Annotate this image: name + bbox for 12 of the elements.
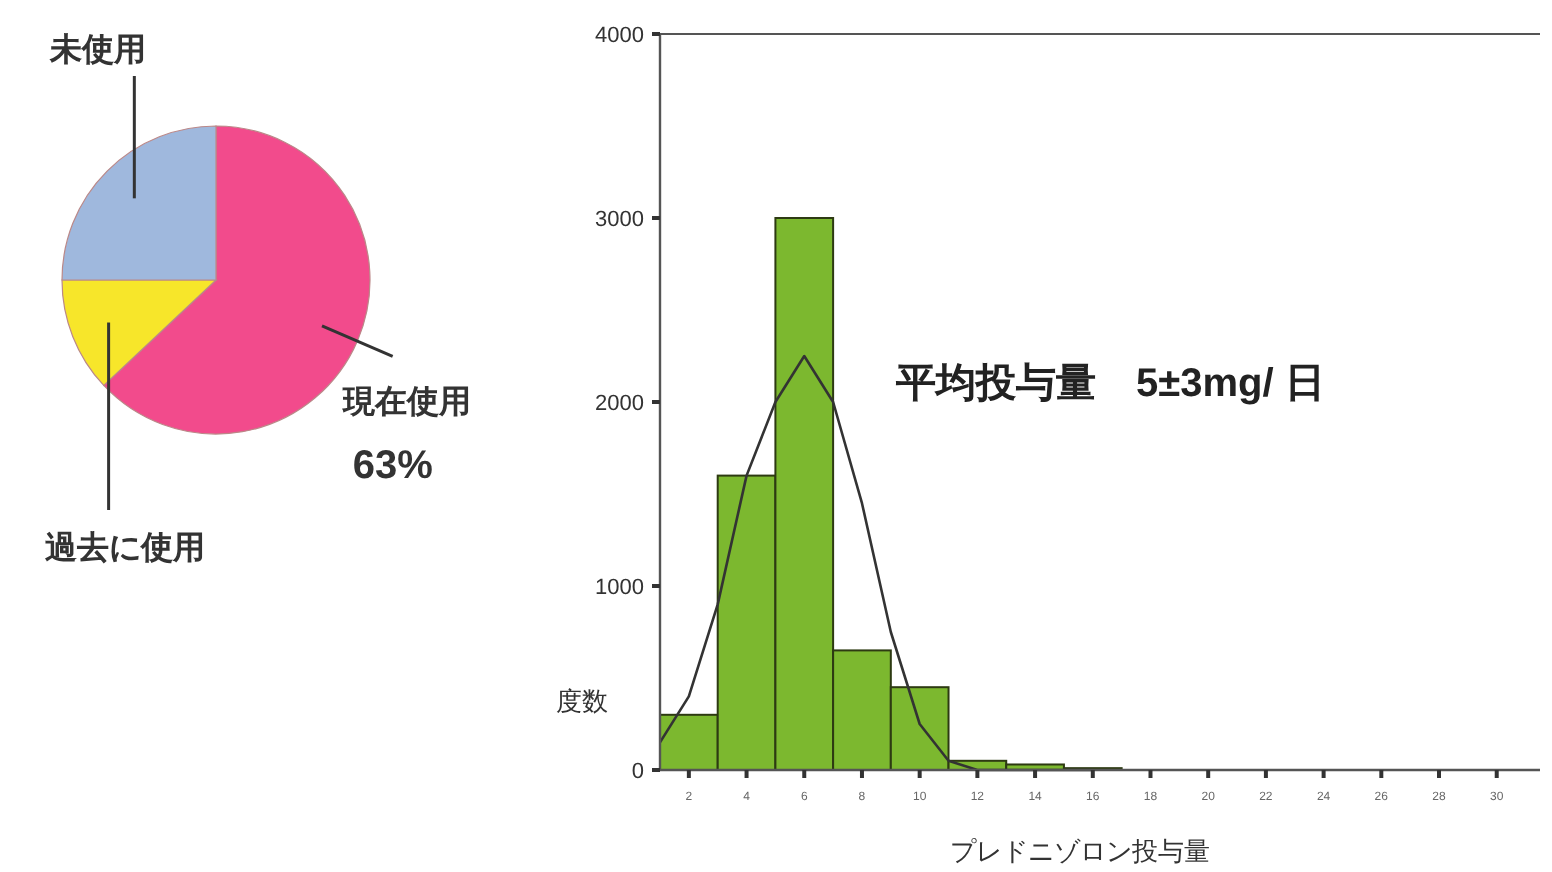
y-tick-label: 3000 (595, 208, 644, 232)
slice-label: 過去に使用 (42, 530, 205, 566)
y-tick-label: 0 (631, 760, 644, 784)
y-tick-label: 4000 (595, 24, 644, 48)
y-tick-label: 1000 (595, 576, 644, 600)
y-axis-title: 度数 (556, 686, 608, 716)
x-axis-title: プレドニゾロン投与量 (950, 836, 1210, 866)
slice-label: 未使用 (48, 32, 147, 68)
data-label: 63% (352, 444, 434, 489)
y-tick-label: 2000 (595, 392, 644, 416)
annotation: 平均投与量 5±3mg/ 日 (894, 362, 1325, 406)
slice-label: 現在使用 (340, 384, 471, 421)
